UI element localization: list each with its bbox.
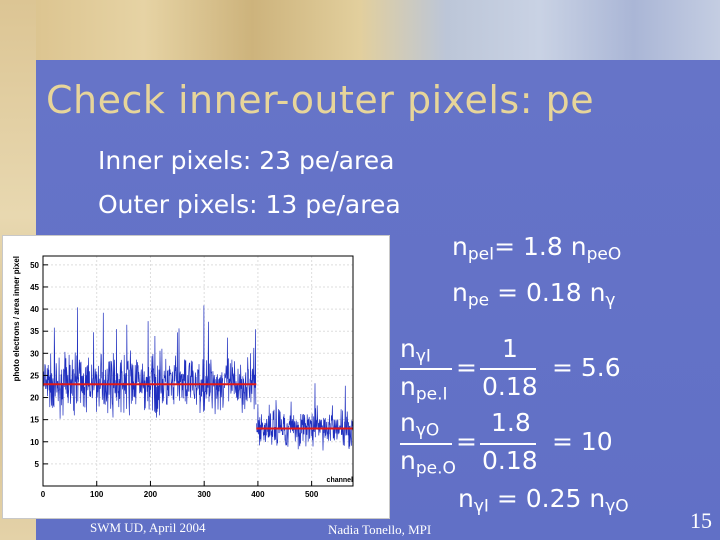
outer-pixels-text: Outer pixels: 13 pe/area — [98, 190, 401, 219]
x-tick-label: 0 — [41, 490, 46, 499]
equation-npe: npe = 0.18 nγ — [452, 278, 615, 310]
eq1-mid-sub: peO — [586, 244, 622, 265]
plot-panel: 5 10 15 20 25 30 35 40 45 50 0 100 200 300 400 500 chann… — [3, 236, 389, 518]
frac2-equals: = — [456, 427, 477, 456]
equation-final: nγI = 0.25 nγO — [458, 484, 629, 516]
frac1-line-left — [400, 368, 452, 370]
y-axis-label: photo electrons / area inner pixel — [12, 256, 21, 381]
axes-frame — [42, 255, 354, 487]
data-trace-inner — [42, 305, 257, 419]
eq1-sub: peI — [467, 244, 495, 265]
data-trace-outer — [255, 383, 354, 451]
frac2-numerator: nγO — [400, 408, 440, 441]
y-tick-label: 40 — [30, 305, 39, 314]
x-tick-label: 300 — [197, 490, 211, 499]
eq2-sub: pe — [467, 290, 490, 311]
frac2-den-value: 0.18 — [482, 446, 538, 475]
y-tick-label: 50 — [30, 261, 39, 270]
frac2-result: = 10 — [552, 427, 613, 456]
frac1-denominator: npe.I — [400, 372, 448, 405]
y-tick-label: 20 — [30, 394, 39, 403]
y-tick-label: 35 — [30, 327, 39, 336]
eq2-rhs: = 0.18 n — [497, 278, 606, 307]
y-tick-label: 45 — [30, 283, 39, 292]
frac1-result: = 5.6 — [552, 353, 621, 382]
final-sub-a: γI — [473, 496, 489, 517]
y-tick-label: 15 — [30, 416, 39, 425]
frac1-equals: = — [456, 353, 477, 382]
x-tick-label: 100 — [90, 490, 104, 499]
frac2-line-right — [480, 443, 536, 445]
frac1-num-value: 1 — [502, 334, 518, 363]
frac1-line-right — [480, 368, 536, 370]
x-tick-label: 400 — [251, 490, 265, 499]
y-tick-label: 10 — [30, 438, 39, 447]
footer-center: Nadia Tonello, MPI — [328, 522, 432, 537]
y-tick-label: 5 — [35, 460, 40, 469]
final-mid: = 0.25 n — [488, 484, 606, 513]
header-decoration — [0, 0, 720, 60]
y-tick-label: 25 — [30, 371, 39, 380]
x-tick-label: 500 — [305, 490, 319, 499]
frac2-num-value: 1.8 — [491, 408, 531, 437]
eq2-n: n — [452, 278, 468, 307]
page-number: 15 — [690, 508, 712, 533]
frac2-denominator: npe.O — [400, 446, 456, 479]
frac1-numerator: nγI — [400, 334, 431, 367]
final-n: n — [458, 484, 474, 513]
y-tick-label: 30 — [30, 349, 39, 358]
equation-npeI: npeI= 1.8 npeO — [452, 232, 621, 264]
x-axis-label: channel — [327, 477, 354, 484]
frac1-den-value: 0.18 — [482, 372, 538, 401]
frac2-line-left — [400, 443, 452, 445]
footer-left: SWM UD, April 2004 — [90, 520, 206, 535]
x-tick-label: 200 — [144, 490, 158, 499]
eq1-n: n — [452, 232, 468, 261]
slide-title: Check inner-outer pixels: pe — [46, 78, 595, 122]
final-sub-b: γO — [605, 496, 629, 517]
inner-pixels-text: Inner pixels: 23 pe/area — [98, 146, 395, 175]
eq1-mid: = 1.8 n — [494, 232, 587, 261]
eq2-gamma: γ — [605, 290, 616, 311]
